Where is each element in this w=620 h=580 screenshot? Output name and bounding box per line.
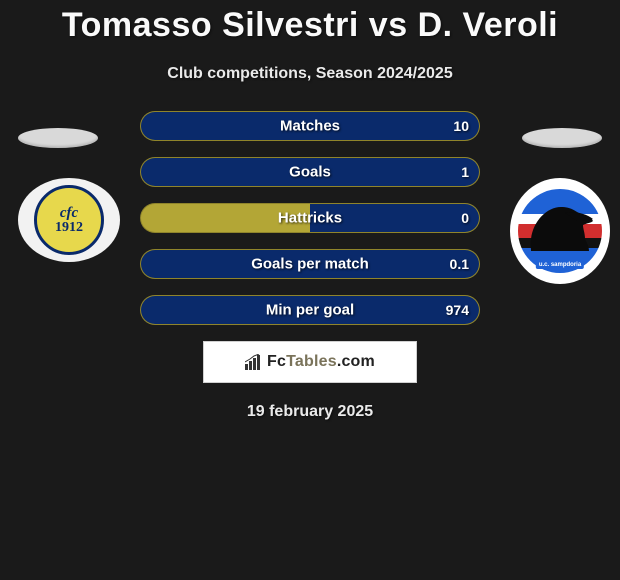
modena-crest: cfc 1912 (34, 185, 104, 255)
stat-bar-value-right: 974 (446, 302, 469, 318)
fctables-prefix: Fc (267, 353, 286, 370)
crest-text-bottom: 1912 (55, 221, 83, 235)
stat-bar-label: Hattricks (278, 210, 342, 227)
stat-bar-label: Goals per match (251, 256, 369, 273)
stat-bar: Min per goal 974 (140, 295, 480, 325)
fctables-suffix: .com (337, 353, 375, 370)
fctables-label: FcTables.com (267, 353, 375, 371)
team-badge-right: u.c. sampdoria (510, 178, 610, 284)
stat-bar: Goals 1 (140, 157, 480, 187)
stats-bars: Matches 10 Goals 1 Hattricks 0 Goals per match… (140, 111, 480, 325)
fctables-mid: Tables (286, 353, 337, 370)
stat-bar-label: Goals (289, 164, 331, 181)
stat-bar: Hattricks 0 (140, 203, 480, 233)
date-text: 19 february 2025 (0, 403, 620, 421)
sampdoria-crest: u.c. sampdoria (516, 187, 604, 275)
stat-bar-value-right: 1 (461, 164, 469, 180)
player-ellipse-right (522, 128, 602, 148)
sampdoria-banner: u.c. sampdoria (536, 261, 584, 269)
team-badge-left: cfc 1912 (18, 178, 120, 262)
fctables-watermark: FcTables.com (203, 341, 417, 383)
page-title: Tomasso Silvestri vs D. Veroli (0, 0, 620, 45)
crest-text-top: cfc (55, 206, 83, 221)
player-ellipse-left (18, 128, 98, 148)
stat-bar-label: Matches (280, 118, 340, 135)
bar-chart-icon (245, 354, 263, 370)
stat-bar: Goals per match 0.1 (140, 249, 480, 279)
sampdoria-silhouette-icon (525, 199, 595, 255)
stat-bar-value-right: 0.1 (450, 256, 469, 272)
subtitle: Club competitions, Season 2024/2025 (0, 65, 620, 83)
stat-bar-label: Min per goal (266, 302, 354, 319)
stat-bar-value-right: 0 (461, 210, 469, 226)
stat-bar: Matches 10 (140, 111, 480, 141)
stat-bar-value-right: 10 (453, 118, 469, 134)
